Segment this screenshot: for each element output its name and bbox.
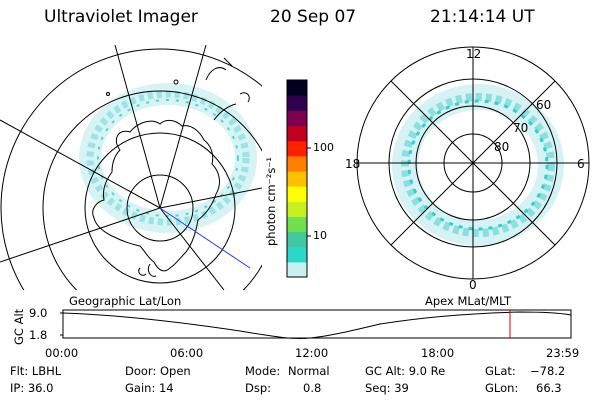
door-status: Door: Open [125, 364, 191, 378]
color-bar-cell [287, 246, 307, 263]
gc-altitude: GC Alt: 9.0 Re [365, 364, 446, 378]
observation-date: 20 Sep 07 [270, 7, 357, 27]
mlt-lines [357, 47, 589, 279]
dsp-value: 0.8 [303, 381, 322, 395]
longitude-lines [0, 45, 262, 290]
mode-value: Normal [288, 364, 330, 378]
color-bar-cell [287, 231, 307, 248]
dsp-label: Dsp: [245, 381, 272, 395]
color-bar-cell [287, 110, 307, 127]
colorbar-tick-10: 10 [313, 229, 327, 242]
geographic-map [0, 45, 262, 290]
mlat-label-60: 60 [536, 98, 552, 112]
antarctica-coastline [92, 57, 250, 277]
timeline-x-1200: 12:00 [295, 346, 329, 360]
geographic-caption: Geographic Lat/Lon [69, 294, 182, 308]
apex-caption: Apex MLat/MLT [425, 294, 512, 308]
right-aurora-oval [392, 84, 564, 246]
glon-label: GLon: [485, 381, 519, 395]
color-bar-cell [287, 125, 307, 142]
timeline-x-0600: 06:00 [170, 346, 204, 360]
color-bar-cell [287, 216, 307, 233]
timeline-x-2359: 23:59 [546, 346, 580, 360]
latitude-circles [0, 48, 262, 290]
colorbar-tick-100: 100 [313, 141, 334, 154]
mlat-label-70: 70 [513, 121, 529, 135]
mlt-label-6: 6 [577, 157, 585, 171]
instrument-title: Ultraviolet Imager [44, 7, 198, 27]
colorbar-unit-label: photon cm⁻²s⁻¹ [264, 157, 278, 246]
color-bar-cell [287, 186, 307, 202]
color-bar-cell [287, 261, 307, 278]
satellite-ground-track [159, 207, 251, 269]
color-bar-cell [287, 95, 307, 111]
timeline-axis-label: GC Alt [12, 308, 26, 345]
mlt-label-18: 18 [345, 157, 361, 171]
color-bar-cell [287, 170, 307, 187]
mlt-label-0: 0 [469, 278, 477, 292]
color-bar-cell [287, 201, 307, 217]
color-bar-gradient [287, 80, 307, 278]
mlat-mlt-map [356, 46, 590, 280]
ip-value: IP: 36.0 [10, 381, 54, 395]
color-bar-cell [287, 155, 307, 172]
glon-value: 66.3 [536, 381, 562, 395]
timeline-x-0000: 00:00 [45, 346, 79, 360]
glat-value: −78.2 [530, 364, 566, 378]
mode-label: Mode: [245, 364, 281, 378]
altitude-timeline [60, 309, 572, 339]
timeline-y-1: 1.8 [29, 328, 48, 342]
observation-time: 21:14:14 UT [430, 7, 535, 27]
mlat-label-80: 80 [494, 140, 510, 154]
altitude-curve [62, 311, 572, 339]
mlt-label-12: 12 [466, 47, 482, 61]
glat-label: GLat: [485, 364, 516, 378]
gain-value: Gain: 14 [125, 381, 174, 395]
filter-value: Flt: LBHL [10, 364, 62, 378]
timeline-x-1800: 18:00 [421, 346, 455, 360]
timeline-y-9: 9.0 [29, 306, 48, 320]
color-bar-cell [287, 140, 307, 157]
sequence-value: Seq: 39 [365, 381, 409, 395]
left-aurora-oval [79, 83, 257, 233]
left-islands [106, 79, 179, 96]
color-bar [286, 79, 311, 278]
color-bar-cell [287, 80, 307, 96]
